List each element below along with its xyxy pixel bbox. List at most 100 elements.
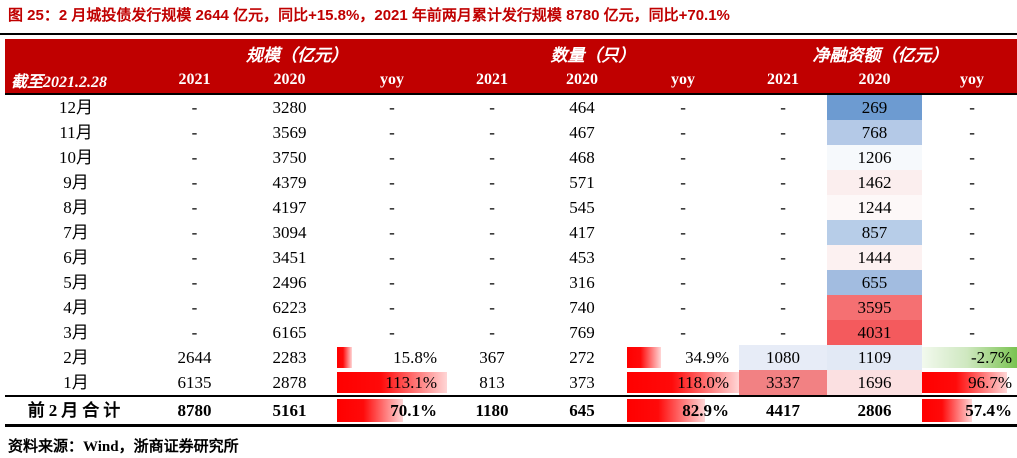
cell-value: - [191, 298, 198, 317]
table-cell: - [627, 220, 739, 245]
table-cell: - [627, 120, 739, 145]
table-cell: - [922, 195, 1017, 220]
table-cell: 3451 [242, 245, 337, 270]
header-group-count: 数量（只） [447, 39, 740, 67]
table-cell: - [739, 120, 827, 145]
title-divider [0, 33, 1017, 35]
cell-value: 57.4% [965, 401, 1013, 420]
cell-value: 2283 [272, 348, 307, 367]
table-cell: 2806 [827, 395, 923, 427]
row-month-label: 6月 [63, 248, 89, 267]
table-cell: 272 [537, 345, 627, 370]
table-cell: 1462 [827, 170, 923, 195]
cell-value: - [780, 123, 786, 142]
cell-value: 1444 [857, 248, 892, 267]
table-cell: 453 [537, 245, 627, 270]
cell-value: 464 [569, 98, 595, 117]
table-cell: 6223 [242, 295, 337, 320]
header-group-row: 规模（亿元） 数量（只） 净融资额（亿元） [5, 39, 1017, 67]
row-month-label: 1月 [63, 373, 89, 392]
cell-value: - [969, 223, 975, 242]
cell-value: - [969, 298, 975, 317]
cell-value: 70.1% [390, 401, 438, 420]
table-cell: - [739, 295, 827, 320]
cell-value: 3750 [272, 148, 307, 167]
header-net-2021: 2021 [739, 67, 828, 94]
table-cell: 3569 [242, 120, 337, 145]
cell-value: - [389, 248, 395, 267]
table-body: 12月 -3280- -464- -269-11月 -3569- -467- -768-10… [5, 94, 1017, 427]
table-cell: 768 [827, 120, 923, 145]
header-scale-yoy: yoy [337, 67, 448, 94]
table-cell: 2878 [242, 370, 337, 396]
cell-value: 3280 [272, 98, 307, 117]
cell-value: 8780 [177, 401, 212, 420]
cell-value: 2644 [177, 348, 212, 367]
table-row: 10月 - 3750 - - 468 - - 1206 - [5, 145, 1017, 170]
table-cell: - [447, 94, 537, 120]
cell-value: - [489, 198, 495, 217]
cell-value: - [489, 173, 495, 192]
cell-value: - [780, 198, 786, 217]
cell-value: -2.7% [970, 348, 1013, 367]
cell-value: - [191, 323, 198, 342]
cell-value: - [191, 148, 198, 167]
cell-value: 3337 [766, 373, 801, 392]
table-cell: 1444 [827, 245, 923, 270]
table-cell: 118.0% [627, 370, 740, 396]
table-header: 规模（亿元） 数量（只） 净融资额（亿元） 截至2021.2.28 2021 2… [5, 39, 1017, 94]
header-net-yoy: yoy [922, 67, 1017, 94]
red-data-bar [627, 372, 740, 393]
table-cell: 6165 [242, 320, 337, 345]
table-cell: - [739, 245, 827, 270]
table-cell: - [447, 220, 537, 245]
table-cell: 8780 [147, 395, 242, 427]
cell-value: 269 [861, 98, 888, 117]
table-cell: 4417 [739, 395, 828, 427]
cell-value: - [680, 248, 686, 267]
cell-value: - [780, 173, 786, 192]
table-cell: - [147, 145, 242, 170]
table-cell: 545 [537, 195, 627, 220]
table-cell: 4197 [242, 195, 337, 220]
table-cell: - [739, 320, 827, 345]
cell-value: - [489, 98, 495, 117]
row-month-label: 8月 [63, 198, 89, 217]
cell-value: - [680, 273, 686, 292]
table-cell: - [147, 170, 242, 195]
table-cell: - [147, 270, 242, 295]
table-cell: - [739, 195, 827, 220]
cell-value: - [389, 173, 395, 192]
table-cell: - [147, 94, 242, 120]
table-row: 4月 - 6223 - - 740 - - 3595 - [5, 295, 1017, 320]
cell-value: 15.8% [393, 348, 438, 367]
table-row: 7月 - 3094 - - 417 - - 857 - [5, 220, 1017, 245]
cell-value: 2806 [857, 401, 892, 420]
cell-value: - [389, 123, 395, 142]
header-count-2020: 2020 [537, 67, 628, 94]
table-cell: 269 [827, 94, 923, 120]
cell-value: 3094 [272, 223, 307, 242]
cell-value: - [780, 98, 786, 117]
table-cell: 15.8% [337, 345, 447, 370]
table-cell: - [147, 195, 242, 220]
cell-value: - [489, 223, 495, 242]
table-cell: 857 [827, 220, 923, 245]
cell-value: 4417 [766, 401, 801, 420]
cell-value: 1109 [857, 348, 892, 367]
red-data-bar [922, 399, 973, 422]
red-data-bar [627, 399, 706, 422]
table-cell: - [627, 170, 739, 195]
table-cell: - [147, 120, 242, 145]
table-cell: 316 [537, 270, 627, 295]
header-spacer [5, 39, 147, 67]
table-cell: - [447, 320, 537, 345]
cell-value: - [489, 273, 495, 292]
table-cell: 6135 [147, 370, 242, 396]
cell-value: 96.7% [968, 373, 1013, 392]
table-cell: - [147, 245, 242, 270]
header-group-netfinancing: 净融资额（亿元） [739, 39, 1017, 67]
table-cell: 468 [537, 145, 627, 170]
table-cell: - [337, 220, 447, 245]
table-cell: - [739, 170, 827, 195]
